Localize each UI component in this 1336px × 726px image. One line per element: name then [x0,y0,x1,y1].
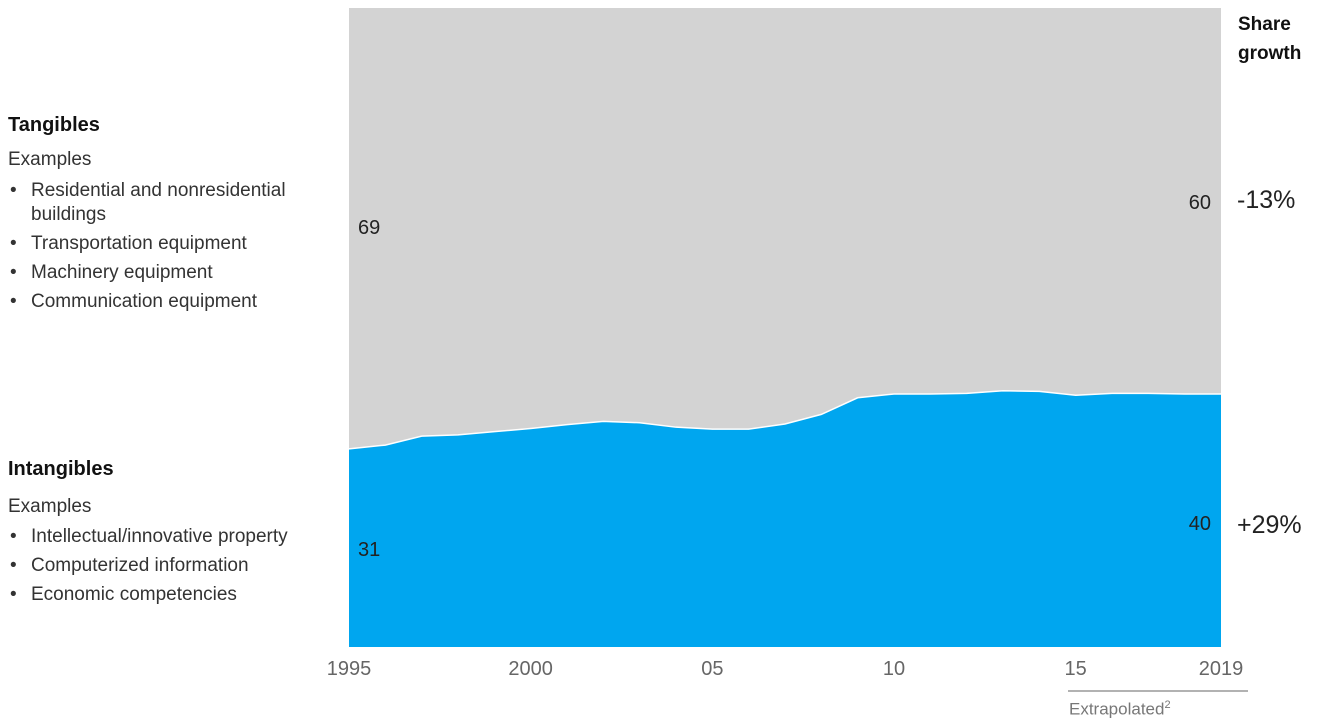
tangibles-example-item: Machinery equipment [8,261,326,285]
intangibles-share-growth: +29% [1237,511,1302,539]
intangibles-examples-label: Examples [8,496,92,517]
intangibles-example-item: Intellectual/innovative property [8,525,298,549]
intangibles-example-item: Economic competencies [8,583,298,607]
extrapolated-footnote: 2 [1164,699,1171,711]
tangibles-example-item: Residential and nonresidential buildings [8,179,326,227]
intangibles-end-label: 40 [1189,513,1211,535]
chart-value-labels: 69 60 31 40 [358,192,1211,561]
x-tick-label: 15 [1065,658,1087,680]
tangibles-examples-list: Residential and nonresidential buildings… [8,179,326,319]
x-tick-label: 10 [883,658,905,680]
tangibles-end-label: 60 [1189,192,1211,214]
share-growth-title-line2: growth [1238,43,1302,64]
boundary-line [348,390,1221,450]
tangibles-example-item: Transportation equipment [8,232,326,256]
tangibles-start-label: 69 [358,217,380,239]
tangibles-example-item: Communication equipment [8,290,326,314]
x-tick-label: 1995 [327,658,372,680]
tangibles-examples-label: Examples [8,149,92,170]
x-tick-label: 2000 [508,658,553,680]
x-tick-label: 2019 [1199,658,1244,680]
chart-areas [348,8,1221,647]
share-growth-title-line1: Share [1238,14,1291,35]
x-tick-label: 05 [701,658,723,680]
tangibles-area [349,8,1221,449]
x-axis: 1995 2000 05 10 15 2019 [327,658,1248,692]
tangibles-share-growth: -13% [1237,186,1296,214]
extrapolated-label: Extrapolated2 [1069,699,1171,720]
tangibles-title: Tangibles [8,114,100,136]
extrapolated-text: Extrapolated [1069,699,1165,719]
intangibles-examples-list: Intellectual/innovative property Compute… [8,525,298,612]
intangibles-example-item: Computerized information [8,554,298,578]
share-growth-title: Share growth [1238,10,1301,68]
intangibles-start-label: 31 [358,539,380,561]
intangibles-area [349,390,1221,647]
intangibles-title: Intangibles [8,458,114,480]
